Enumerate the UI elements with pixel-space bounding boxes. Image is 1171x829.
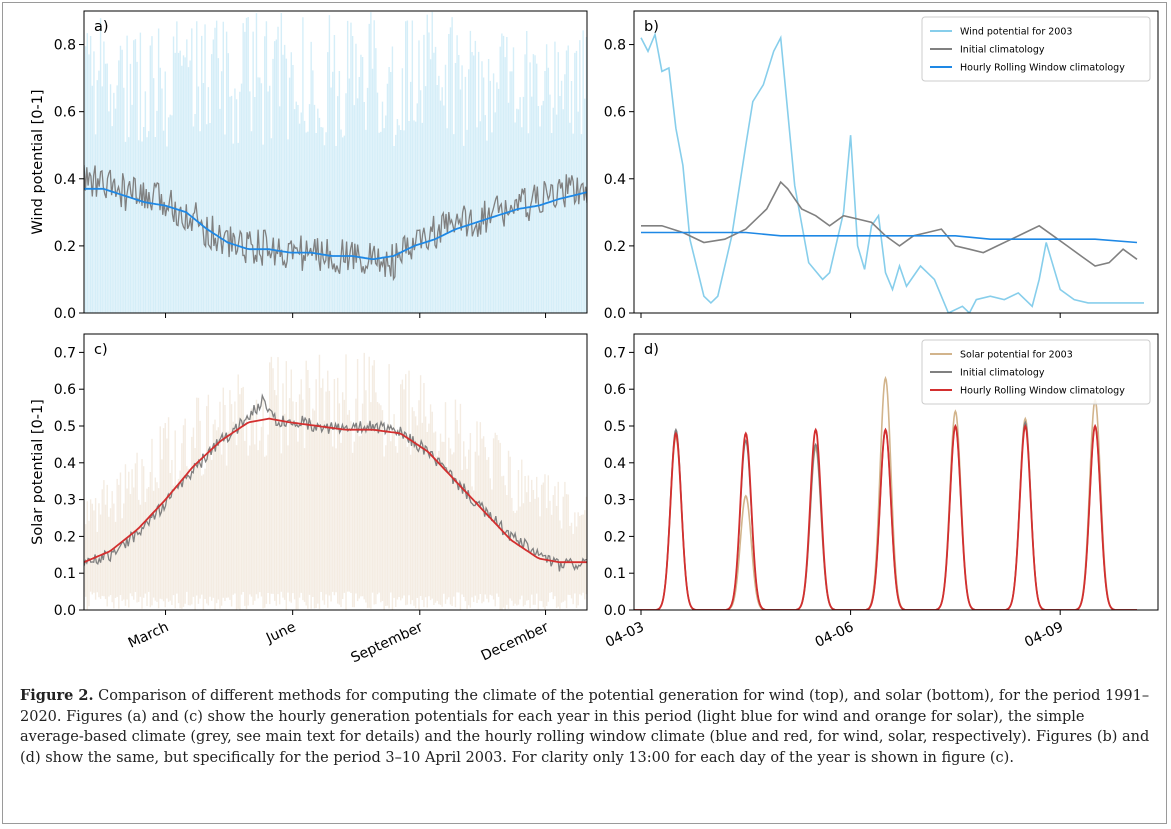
panel-c-solar-climatology: 0.0 0.1 0.2 0.3 0.4 0.5 0.6 0.7 Solar potential … (30, 333, 588, 666)
initial-climatology-line (641, 180, 1138, 267)
x-tick-label: 04-09 (1022, 619, 1066, 651)
initial-climatology-line (634, 420, 1137, 610)
y-tick-label: 0.2 (54, 529, 76, 545)
panel-label: d) (644, 342, 659, 358)
figure-caption: Figure 2. Comparison of different method… (20, 686, 1150, 768)
y-tick-label: 0.0 (54, 603, 76, 619)
x-tick-label: September (349, 619, 426, 666)
plot-area (84, 352, 587, 610)
y-tick-label: 0.7 (604, 345, 626, 361)
caption-text: Comparison of different methods for comp… (20, 688, 1150, 766)
y-tick-label: 0.5 (604, 419, 626, 435)
axes-frame (83, 10, 588, 314)
y-tick-label: 0.5 (54, 419, 76, 435)
y-tick-label: 0.7 (54, 345, 76, 361)
x-tick-label: June (263, 619, 298, 647)
y-tick-label: 0.4 (604, 456, 626, 472)
legend-entry: Initial climatology (960, 368, 1045, 379)
y-tick-label: 0.6 (604, 382, 626, 398)
legend-entry: Hourly Rolling Window climatology (960, 386, 1125, 397)
y-tick-label: 0.1 (604, 566, 626, 582)
rolling-window-line (641, 231, 1138, 244)
legend-entry: Wind potential for 2003 (960, 27, 1072, 38)
solar-2003-line (634, 375, 1137, 610)
panel-label: b) (644, 19, 659, 35)
x-tick-label: December (479, 619, 552, 664)
legend-box (921, 339, 1151, 405)
y-tick-label: 0.8 (54, 38, 76, 54)
panel-label: c) (94, 342, 108, 358)
y-tick-label: 0.4 (54, 172, 76, 188)
figure-svg: 0.0 0.2 0.4 0.6 0.8 Wind potential [0-1] a) 0.… (30, 10, 1159, 666)
plot-area (634, 375, 1137, 610)
x-tick-label: March (126, 619, 171, 652)
wind-2003-line (640, 31, 1144, 313)
legend-entry: Initial climatology (960, 45, 1045, 56)
y-axis-label: Wind potential [0-1] (30, 89, 46, 234)
rolling-window-line (634, 423, 1137, 610)
caption-label: Figure 2. (20, 687, 94, 704)
initial-climatology-line (84, 164, 587, 282)
legend-entry: Solar potential for 2003 (960, 350, 1073, 361)
plot-area (640, 31, 1144, 313)
panel-a-wind-climatology: 0.0 0.2 0.4 0.6 0.8 Wind potential [0-1] a) (30, 10, 588, 322)
y-tick-label: 0.0 (604, 306, 626, 322)
y-axis-label: Solar potential [0-1] (30, 399, 46, 545)
y-tick-label: 0.8 (604, 38, 626, 54)
y-tick-label: 0.2 (604, 529, 626, 545)
axes-frame (633, 333, 1159, 611)
y-tick-label: 0.6 (54, 382, 76, 398)
y-tick-label: 0.0 (54, 306, 76, 322)
y-tick-label: 0.4 (54, 456, 76, 472)
x-tick-label: 04-06 (813, 619, 857, 651)
y-tick-label: 0.6 (604, 105, 626, 121)
panel-label: a) (94, 19, 109, 35)
y-tick-label: 0.3 (604, 493, 626, 509)
panel-b-wind-2003: 0.0 0.2 0.4 0.6 0.8 b) Wind potential for 2003… (604, 10, 1159, 322)
legend-entry: Hourly Rolling Window climatology (960, 63, 1125, 74)
x-tick-label: 04-03 (603, 619, 647, 651)
y-tick-label: 0.0 (604, 603, 626, 619)
axes-frame (83, 333, 588, 611)
legend-box (921, 16, 1151, 82)
y-tick-label: 0.2 (604, 239, 626, 255)
rolling-window-line (84, 417, 587, 564)
y-tick-label: 0.4 (604, 172, 626, 188)
rolling-window-line (84, 187, 587, 260)
y-tick-label: 0.1 (54, 566, 76, 582)
plot-area (84, 11, 587, 313)
y-tick-label: 0.3 (54, 493, 76, 509)
y-tick-label: 0.2 (54, 239, 76, 255)
panel-d-solar-2003: 0.0 0.1 0.2 0.3 0.4 0.5 0.6 0.7 04-03 04-06 04-09 d… (603, 333, 1159, 651)
axes-frame (633, 10, 1159, 314)
y-tick-label: 0.6 (54, 105, 76, 121)
